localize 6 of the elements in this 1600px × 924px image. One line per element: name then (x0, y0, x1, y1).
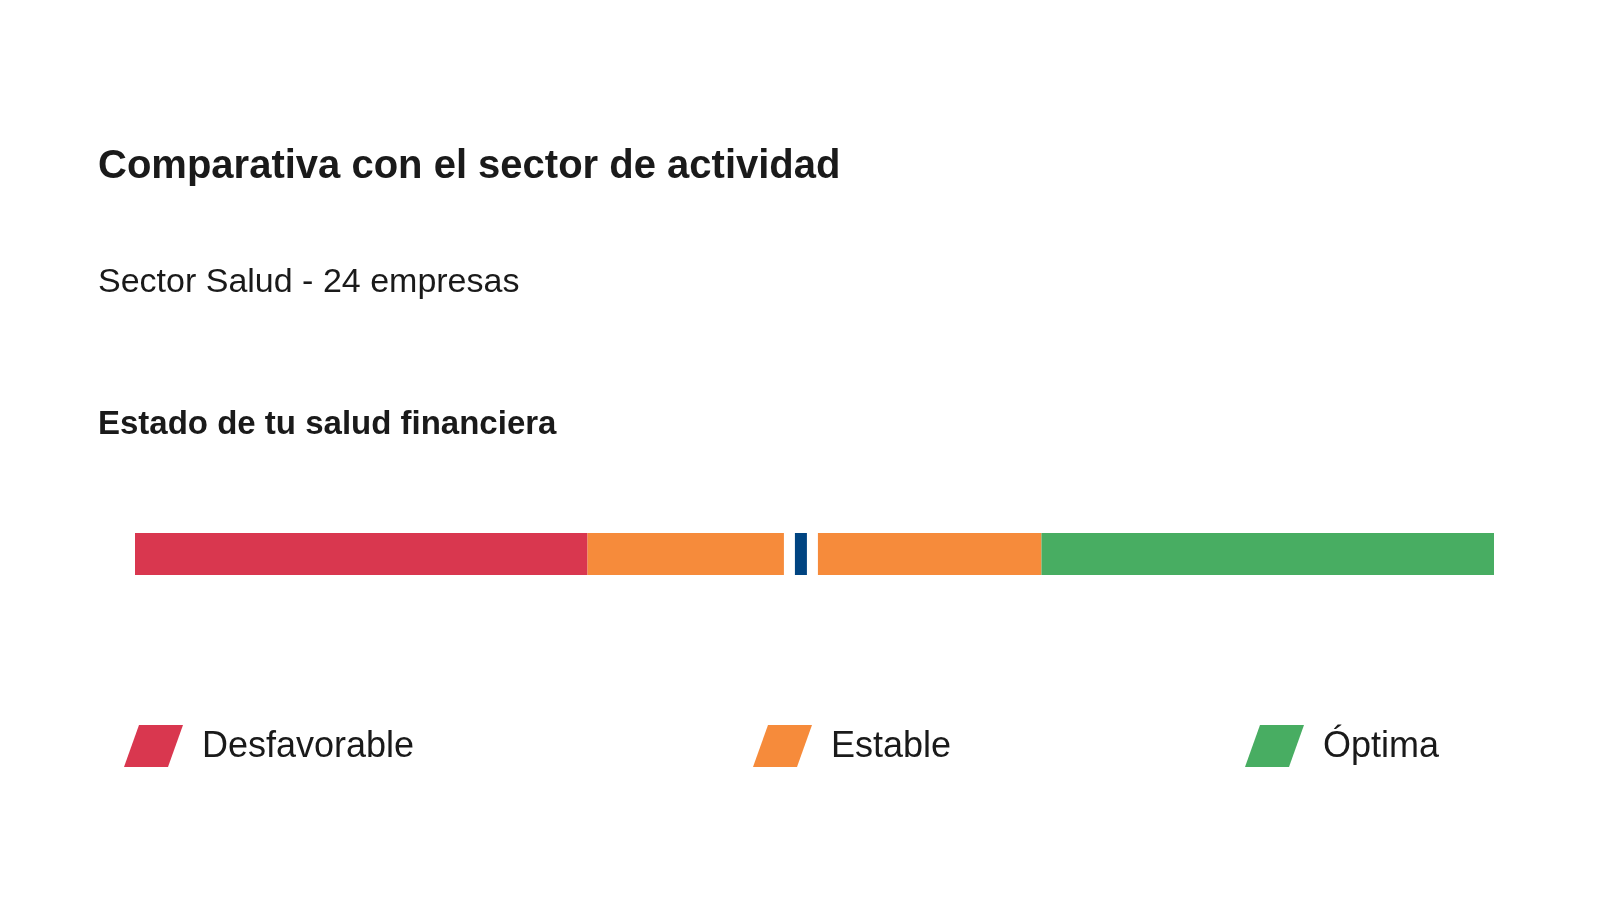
legend-label: Óptima (1323, 723, 1441, 765)
legend-label: Desfavorable (202, 723, 415, 765)
text: Estado de tu salud financiera (98, 404, 558, 441)
chart-title: Comparativa con el sector de actividad (98, 142, 841, 186)
chart-subtitle: Sector Salud - 24 empresas (98, 261, 520, 299)
legend-label: Estable (831, 723, 952, 765)
